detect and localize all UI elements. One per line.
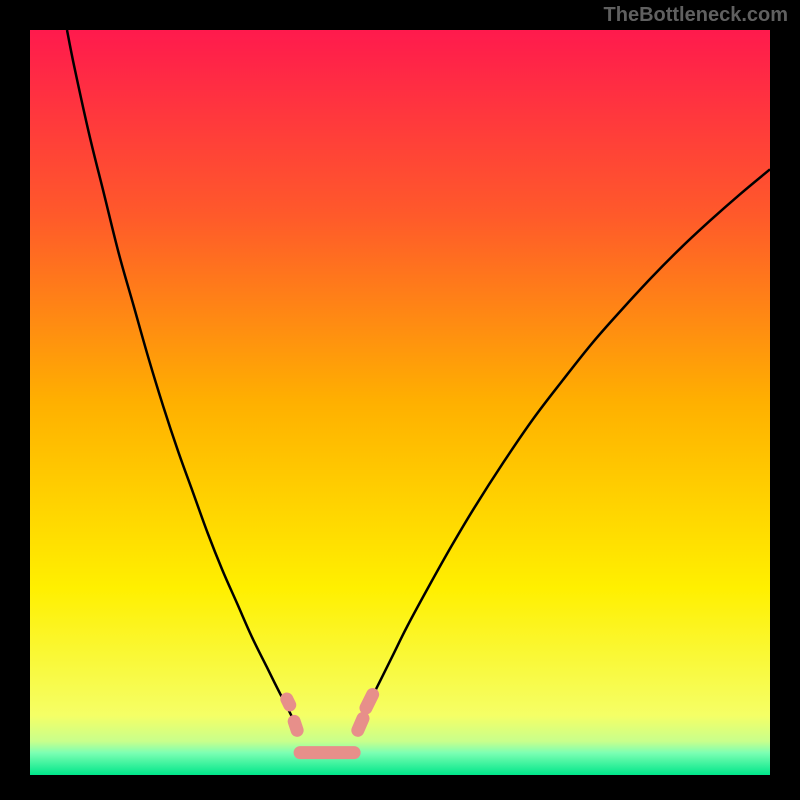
bottleneck-curve-right <box>359 169 770 723</box>
bottleneck-curve-left <box>67 30 295 723</box>
tolerance-band-segment <box>366 695 373 708</box>
chart-svg-overlay <box>0 0 800 800</box>
tolerance-band-segment <box>294 721 297 730</box>
watermark-text: TheBottleneck.com <box>604 4 788 27</box>
tolerance-band-segment <box>358 718 363 730</box>
tolerance-band-segment <box>287 699 290 705</box>
